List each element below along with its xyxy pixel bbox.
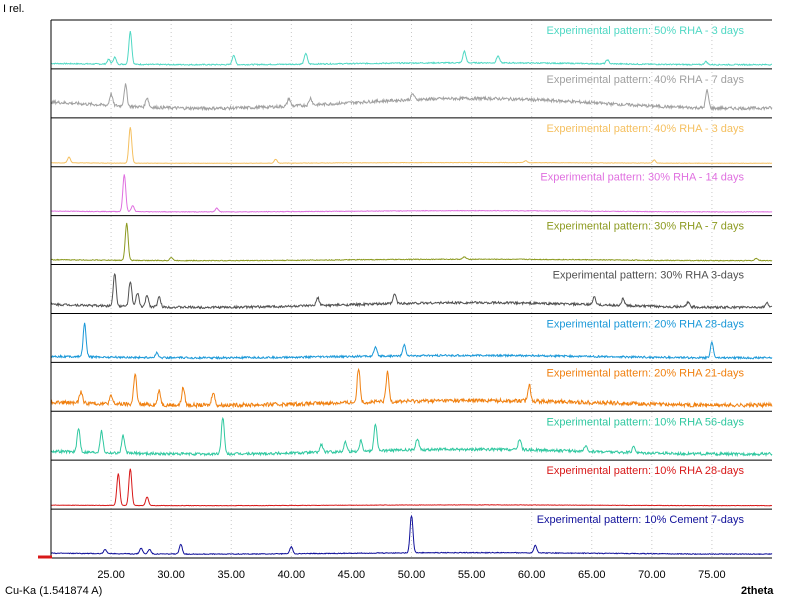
pattern-panel-2: Experimental pattern: 40% RHA - 3 days	[50, 117, 773, 167]
pattern-panel-10: Experimental pattern: 10% Cement 7-days	[50, 508, 773, 558]
pattern-panel-3: Experimental pattern: 30% RHA - 14 days	[50, 166, 773, 216]
pattern-line-5	[50, 272, 773, 310]
series-label-6: Experimental pattern: 20% RHA 28-days	[547, 318, 745, 330]
pattern-line-3	[50, 174, 773, 213]
pattern-panels: Experimental pattern: 50% RHA - 3 days Ex…	[38, 19, 773, 559]
x-tick-label-1: 30.00	[157, 569, 185, 581]
radiation-label: Cu-Ka (1.541874 A)	[5, 585, 102, 597]
x-tick-label-3: 40.00	[278, 569, 306, 581]
pattern-line-4	[50, 222, 773, 262]
series-label-2: Experimental pattern: 40% RHA - 3 days	[547, 123, 745, 135]
series-label-5: Experimental pattern: 30% RHA 3-days	[553, 270, 745, 282]
series-label-0: Experimental pattern: 50% RHA - 3 days	[547, 25, 745, 37]
series-label-7: Experimental pattern: 20% RHA 21-days	[547, 367, 745, 379]
series-label-3: Experimental pattern: 30% RHA - 14 days	[540, 172, 744, 184]
x-axis-label: 2theta	[741, 585, 774, 597]
pattern-line-9	[50, 468, 773, 507]
x-tick-label-0: 25.00	[97, 569, 125, 581]
series-label-1: Experimental pattern: 40% RHA - 7 days	[547, 74, 745, 86]
pattern-line-0	[50, 31, 772, 67]
pattern-line-7	[50, 367, 773, 410]
x-tick-label-10: 75.00	[698, 569, 726, 581]
pattern-panel-0: Experimental pattern: 50% RHA - 3 days	[50, 19, 772, 69]
pattern-line-6	[50, 322, 773, 361]
series-label-4: Experimental pattern: 30% RHA - 7 days	[547, 221, 745, 233]
x-tick-label-9: 70.00	[638, 569, 666, 581]
x-tick-label-8: 65.00	[578, 569, 606, 581]
series-label-10: Experimental pattern: 10% Cement 7-days	[537, 514, 745, 526]
y-axis-label: I rel.	[3, 3, 24, 15]
pattern-panel-4: Experimental pattern: 30% RHA - 7 days	[50, 215, 773, 265]
x-axis-ticks: 25.00 30.00 35.00 40.00 45.00 50.00 55.00 60.00…	[97, 569, 725, 581]
pattern-panel-6: Experimental pattern: 20% RHA 28-days	[50, 312, 773, 363]
pattern-panel-7: Experimental pattern: 20% RHA 21-days	[50, 361, 773, 412]
x-tick-label-6: 55.00	[458, 569, 486, 581]
pattern-line-1	[50, 83, 773, 112]
pattern-line-2	[50, 127, 773, 165]
x-tick-label-5: 50.00	[398, 569, 426, 581]
series-label-8: Experimental pattern: 10% RHA 56-days	[547, 416, 745, 428]
x-tick-label-7: 60.00	[518, 569, 546, 581]
pattern-panel-9: Experimental pattern: 10% RHA 28-days	[50, 459, 773, 510]
series-label-9: Experimental pattern: 10% RHA 28-days	[547, 465, 745, 477]
pattern-line-8	[50, 416, 773, 458]
vertical-gridlines	[110, 20, 713, 558]
pattern-line-10	[50, 514, 773, 556]
x-tick-label-4: 45.00	[338, 569, 366, 581]
pattern-panel-8: Experimental pattern: 10% RHA 56-days	[50, 410, 773, 461]
x-tick-label-2: 35.00	[217, 569, 245, 581]
